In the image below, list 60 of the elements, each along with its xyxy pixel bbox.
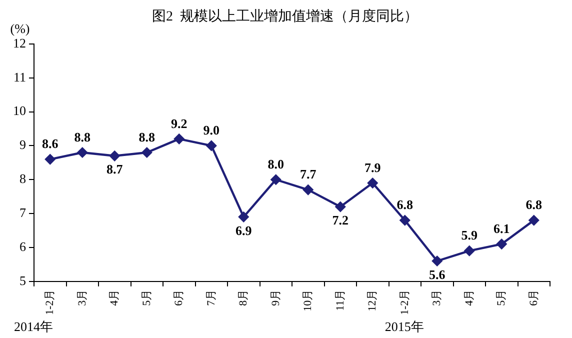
y-tick-label: 11 bbox=[13, 69, 26, 84]
y-tick-label: 9 bbox=[20, 137, 26, 152]
y-tick-label: 8 bbox=[20, 171, 26, 186]
y-tick-label: 7 bbox=[20, 204, 26, 220]
x-tick-label: 12月 bbox=[366, 289, 379, 312]
x-tick-label: 1-2月 bbox=[44, 289, 56, 316]
point bbox=[206, 140, 216, 151]
text: 5.9 bbox=[461, 228, 478, 243]
point bbox=[496, 238, 507, 250]
text: 9.0 bbox=[203, 122, 220, 138]
text: 9.2 bbox=[171, 116, 188, 131]
point bbox=[432, 256, 442, 266]
text: 6.1 bbox=[494, 220, 510, 236]
x-tick-label: 3月 bbox=[431, 289, 444, 306]
x-tick-label: 4月 bbox=[108, 289, 121, 306]
x-tick-label: 1-2月 bbox=[398, 289, 411, 316]
x-tick-label: 9月 bbox=[270, 289, 282, 306]
point bbox=[303, 184, 314, 195]
x-tick-label: 7月 bbox=[205, 289, 218, 306]
point bbox=[77, 147, 88, 158]
point bbox=[110, 150, 120, 161]
text: 7.2 bbox=[332, 212, 348, 228]
x-tick-label: 6月 bbox=[173, 289, 186, 306]
text: 2015年 bbox=[384, 318, 424, 334]
x-tick-label: 8月 bbox=[238, 289, 250, 306]
point bbox=[174, 134, 184, 144]
text: 6.8 bbox=[396, 197, 413, 212]
text: 6.8 bbox=[526, 197, 542, 212]
y-axis-title: (%) bbox=[10, 20, 30, 36]
x-tick-label: 4月 bbox=[463, 289, 476, 306]
x-tick-label: 5月 bbox=[496, 289, 508, 306]
text: 7.9 bbox=[364, 160, 381, 175]
chart-title: 图2 规模以上工业增加值增速（月度同比） bbox=[152, 8, 418, 25]
y-tick-label: 5 bbox=[20, 272, 26, 288]
point bbox=[142, 147, 152, 158]
text: 8.6 bbox=[42, 136, 58, 152]
text: 7.7 bbox=[300, 166, 316, 182]
x-tick-label: 11月 bbox=[334, 289, 346, 311]
text: 2014年 bbox=[14, 318, 53, 334]
point bbox=[368, 178, 378, 188]
text: 6.9 bbox=[236, 222, 252, 238]
point bbox=[400, 215, 410, 226]
x-tick-label: 3月 bbox=[76, 289, 88, 306]
y-tick-label: 6 bbox=[20, 238, 26, 254]
point bbox=[464, 246, 474, 256]
x-tick-label: 5月 bbox=[140, 289, 153, 306]
point bbox=[45, 154, 56, 164]
y-tick-label: 10 bbox=[13, 103, 26, 118]
text: 8.8 bbox=[138, 129, 155, 144]
text: 8.7 bbox=[106, 162, 123, 177]
x-tick-label: 6月 bbox=[528, 289, 540, 306]
text: 5.6 bbox=[429, 266, 446, 282]
point bbox=[238, 212, 249, 222]
x-tick-label: 10月 bbox=[302, 289, 314, 312]
point bbox=[335, 202, 346, 212]
y-tick-label: 12 bbox=[13, 35, 26, 50]
point bbox=[270, 174, 281, 185]
point bbox=[528, 215, 539, 226]
text: 8.0 bbox=[268, 156, 284, 172]
text: 8.8 bbox=[74, 129, 90, 144]
